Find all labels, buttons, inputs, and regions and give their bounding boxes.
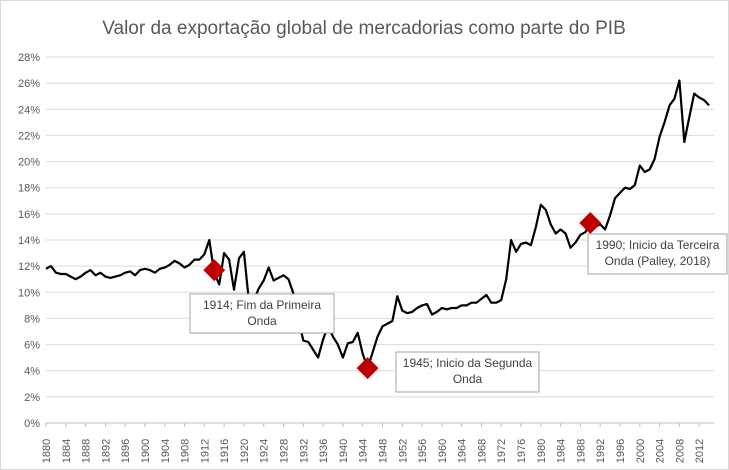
x-tick-label: 1964 [457, 439, 469, 463]
event-marker [356, 357, 379, 380]
x-tick-label: 1988 [575, 439, 587, 463]
annotation-text: 1914; Fim da Primeira [203, 298, 321, 312]
annotation-label: 1990; Inicio da Terceira Onda (Palley, 20… [587, 233, 728, 275]
x-tick-label: 2008 [674, 439, 686, 463]
marker-layer [203, 212, 602, 380]
y-tick-label: 26% [18, 78, 40, 90]
annotation-box [395, 351, 540, 393]
x-tick-label: 1936 [318, 439, 330, 463]
x-tick-label: 1960 [437, 439, 449, 463]
annotation-text: 1990; Inicio da Terceira [596, 238, 720, 252]
x-tick-label: 1944 [358, 439, 370, 463]
x-tick-label: 1972 [496, 439, 508, 463]
x-tick-label: 2004 [655, 439, 667, 463]
y-tick-label: 2% [24, 392, 40, 404]
y-tick-label: 14% [18, 235, 40, 247]
x-tick-label: 1984 [556, 439, 568, 463]
x-tick-label: 1888 [81, 439, 93, 463]
annotation-text: Onda [453, 372, 483, 386]
y-tick-label: 10% [18, 287, 40, 299]
annotation-box [587, 233, 728, 275]
gridlines [46, 56, 714, 424]
x-tick-label: 1904 [160, 439, 172, 463]
x-tick-label: 1892 [100, 439, 112, 463]
x-tick-label: 2012 [694, 439, 706, 463]
annotation-text: Onda (Palley, 2018) [605, 254, 711, 268]
y-tick-label: 0% [24, 418, 40, 430]
x-axis-tick-labels: 1880 1884 1888 1892 1896 1900 1904 1908 1912 1916… [41, 423, 706, 463]
series-line [45, 79, 710, 370]
x-tick-label: 1992 [595, 439, 607, 463]
y-tick-label: 4% [24, 366, 40, 378]
series-layer [45, 79, 710, 370]
x-tick-label: 1996 [615, 439, 627, 463]
x-tick-label: 1908 [180, 439, 192, 463]
annotation-label: 1945; Inicio da Segunda Onda [395, 351, 540, 393]
x-tick-label: 1920 [239, 439, 251, 463]
x-tick-label: 1952 [397, 439, 409, 463]
x-tick-label: 1896 [120, 439, 132, 463]
annotation-label: 1914; Fim da Primeira Onda [189, 293, 335, 334]
y-tick-label: 24% [18, 104, 40, 116]
x-tick-label: 1968 [476, 439, 488, 463]
annotation-text: 1945; Inicio da Segunda [403, 356, 533, 370]
event-marker [579, 212, 602, 235]
x-tick-label: 1956 [417, 439, 429, 463]
x-tick-label: 1884 [61, 439, 73, 463]
x-tick-label: 1980 [536, 439, 548, 463]
x-tick-label: 1924 [259, 439, 271, 463]
x-tick-label: 1928 [279, 439, 291, 463]
event-marker [203, 259, 226, 282]
y-tick-label: 28% [18, 52, 40, 64]
annotation-text: Onda [247, 314, 277, 328]
y-tick-label: 18% [18, 183, 40, 195]
x-tick-label: 1940 [338, 439, 350, 463]
y-tick-label: 6% [24, 340, 40, 352]
y-tick-label: 20% [18, 157, 40, 169]
x-tick-label: 1900 [140, 439, 152, 463]
x-tick-label: 1932 [298, 439, 310, 463]
x-tick-label: 1976 [516, 439, 528, 463]
x-tick-label: 1916 [219, 439, 231, 463]
y-axis-tick-labels: 0% 2% 4% 6% 8% 10% 12% 14% 16% 18% 20% 22% 24% 26% 28% [18, 52, 40, 430]
y-tick-label: 12% [18, 261, 40, 273]
y-tick-label: 16% [18, 209, 40, 221]
x-tick-label: 1912 [199, 439, 211, 463]
x-tick-label: 1880 [41, 439, 53, 463]
annotation-box [189, 293, 335, 334]
y-tick-label: 8% [24, 313, 40, 325]
y-tick-label: 22% [18, 130, 40, 142]
x-tick-label: 2000 [635, 439, 647, 463]
chart-title: Valor da exportação global de mercadoria… [102, 18, 626, 39]
x-tick-label: 1948 [377, 439, 389, 463]
